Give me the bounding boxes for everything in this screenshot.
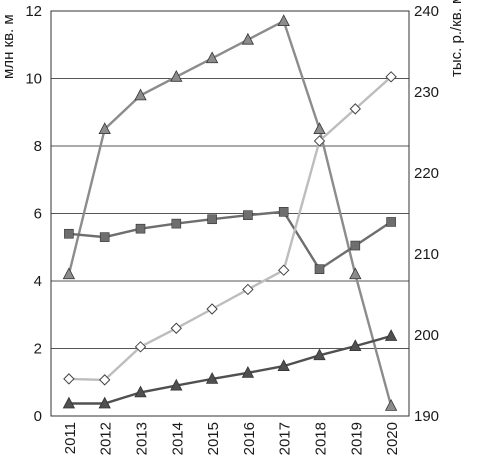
series-line xyxy=(68,334,392,405)
left-tick-label: 6 xyxy=(34,206,42,223)
plot-frame xyxy=(50,10,410,417)
right-tick-label: 220 xyxy=(414,165,439,182)
data-point xyxy=(350,240,361,251)
left-tick-label: 4 xyxy=(34,273,42,290)
data-point xyxy=(170,69,183,82)
x-tick-label: 2011 xyxy=(62,422,79,454)
data-point xyxy=(314,264,325,274)
x-axis: 2011 2012 2013 2014 2015 2016 2017 2018 2019 2020 xyxy=(62,422,401,455)
x-tick-label: 2013 xyxy=(134,422,151,455)
data-point xyxy=(99,232,110,242)
data-point xyxy=(386,217,396,227)
data-point xyxy=(98,374,111,386)
data-point xyxy=(205,372,219,384)
left-axis-title: млн кв. м xyxy=(0,14,17,79)
left-tick-label: 8 xyxy=(34,138,42,155)
data-point xyxy=(62,396,76,409)
data-point xyxy=(98,396,111,409)
left-axis: 0 2 4 6 8 10 12 xyxy=(25,3,42,425)
series-line xyxy=(67,19,393,407)
series-1 xyxy=(62,14,398,411)
data-point xyxy=(241,32,255,45)
series-3 xyxy=(63,71,397,386)
data-point xyxy=(134,341,147,353)
right-tick-label: 230 xyxy=(414,84,439,101)
right-tick-label: 190 xyxy=(414,408,439,425)
data-point xyxy=(349,339,362,352)
right-tick-label: 210 xyxy=(414,246,439,263)
data-point xyxy=(134,88,147,101)
x-tick-label: 2017 xyxy=(277,422,294,455)
x-tick-label: 2012 xyxy=(98,422,115,455)
data-point xyxy=(170,322,183,334)
data-point xyxy=(171,218,182,229)
data-point xyxy=(349,267,362,280)
data-point xyxy=(277,359,290,371)
x-tick-label: 2016 xyxy=(241,422,258,455)
data-point xyxy=(98,122,111,135)
series-2 xyxy=(64,207,396,274)
data-point xyxy=(242,283,254,296)
data-point xyxy=(313,348,326,361)
data-point xyxy=(277,14,290,27)
x-tick-label: 2020 xyxy=(384,422,401,455)
data-point xyxy=(170,378,183,391)
right-axis-title: тыс. р./кв. м xyxy=(448,0,465,77)
series-4 xyxy=(62,329,398,409)
data-point xyxy=(207,214,217,225)
left-tick-label: 0 xyxy=(34,408,42,425)
data-point xyxy=(278,207,289,217)
data-point xyxy=(62,267,76,280)
data-point xyxy=(241,365,255,378)
left-tick-label: 12 xyxy=(25,3,42,20)
grid-lines xyxy=(51,78,409,349)
data-point xyxy=(349,103,362,115)
left-tick-label: 2 xyxy=(34,341,42,358)
data-point xyxy=(384,399,398,411)
data-point xyxy=(206,303,218,315)
data-point xyxy=(205,51,219,64)
x-tick-label: 2018 xyxy=(313,422,330,455)
right-tick-label: 200 xyxy=(414,327,439,344)
x-tick-label: 2014 xyxy=(169,422,186,455)
series-line xyxy=(68,75,392,382)
x-tick-label: 2019 xyxy=(348,422,365,455)
series-layer xyxy=(62,14,398,411)
data-point xyxy=(313,135,326,147)
data-point xyxy=(313,122,326,135)
data-point xyxy=(64,228,74,239)
series-line xyxy=(68,210,392,271)
left-tick-label: 10 xyxy=(25,71,42,88)
data-point xyxy=(385,71,397,83)
data-point xyxy=(384,329,398,341)
data-point xyxy=(243,210,253,220)
data-point xyxy=(134,385,147,398)
data-point xyxy=(63,373,75,385)
data-point xyxy=(135,223,146,234)
right-tick-label: 240 xyxy=(414,3,439,20)
right-axis: 190 200 210 220 230 240 xyxy=(414,3,439,425)
data-point xyxy=(277,264,290,276)
x-tick-label: 2015 xyxy=(205,422,222,455)
